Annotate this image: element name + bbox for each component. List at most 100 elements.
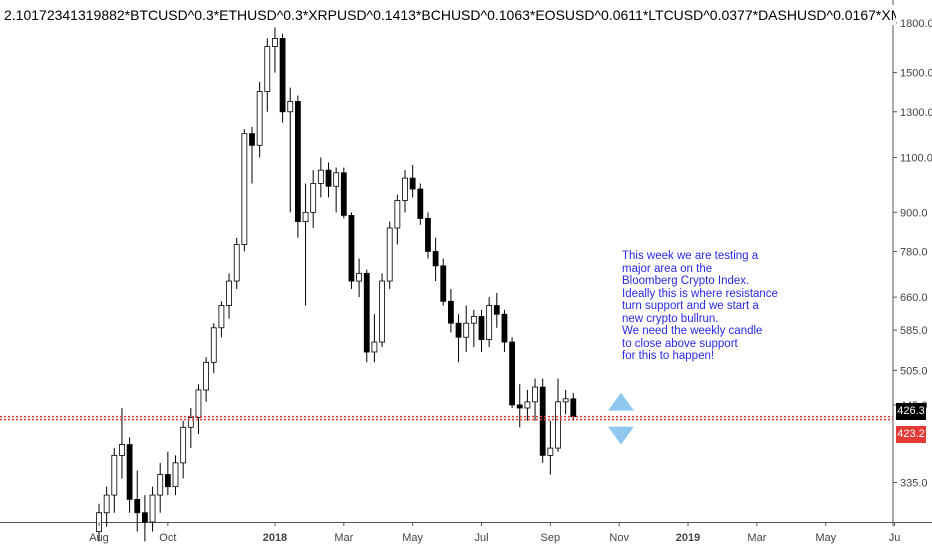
candle	[157, 462, 164, 513]
candle	[294, 95, 301, 238]
candle	[126, 437, 133, 513]
x-tick-label: Mar	[334, 532, 353, 544]
candle-body	[226, 280, 232, 306]
candle	[256, 81, 263, 158]
candle-body	[249, 133, 255, 146]
candle	[195, 384, 202, 435]
candle	[478, 309, 485, 353]
x-tick-label: Ju	[889, 532, 901, 544]
candle	[432, 237, 439, 282]
candle	[402, 170, 408, 213]
candle-body	[470, 316, 477, 324]
candle-body	[516, 404, 523, 409]
candle-body	[134, 498, 141, 514]
candle	[409, 165, 416, 198]
candle	[516, 384, 523, 428]
candle	[348, 212, 355, 289]
candle-body	[478, 316, 485, 341]
candle	[149, 486, 156, 532]
y-tick-label: 1500.0	[900, 68, 932, 80]
arrow-down-icon	[608, 426, 634, 445]
candle	[555, 378, 561, 452]
candle-body	[111, 454, 118, 496]
candle	[218, 301, 225, 338]
annotation-line: new crypto bullrun.	[622, 312, 719, 325]
candle	[394, 194, 401, 245]
candle	[532, 378, 538, 421]
candle-body	[141, 512, 148, 523]
candle-body	[325, 169, 332, 187]
candle-body	[417, 188, 424, 219]
candle-body	[210, 327, 217, 363]
candle-body	[294, 101, 301, 222]
candle	[539, 378, 546, 463]
candle-body	[203, 361, 210, 391]
candle-body	[386, 227, 393, 282]
x-tick-label: Oct	[159, 532, 176, 544]
candle-body	[455, 322, 462, 338]
candle	[317, 157, 324, 198]
candle	[363, 269, 370, 363]
candle	[111, 448, 118, 513]
candle	[463, 305, 470, 353]
annotation-line: Ideally this is where resistance	[622, 287, 778, 300]
annotation-line: major area on the	[622, 262, 713, 275]
candle	[241, 129, 248, 252]
candle-body	[187, 417, 194, 428]
candle-body	[493, 305, 500, 315]
x-tick-label: May	[815, 532, 836, 544]
candle	[493, 293, 500, 328]
candle-body	[126, 444, 133, 500]
candle	[371, 314, 378, 363]
candle	[562, 389, 569, 415]
annotation-line: Bloomberg Crypto Index.	[622, 275, 750, 287]
candle-body	[363, 272, 370, 353]
candle-body	[317, 169, 324, 184]
x-tick-label: 2018	[263, 532, 287, 544]
candle	[340, 167, 347, 219]
candle-body	[501, 313, 508, 343]
candle-body	[119, 444, 125, 456]
candle	[187, 408, 194, 449]
candle	[180, 420, 187, 479]
x-tick-label: 2019	[676, 532, 700, 544]
y-tick-label: 900.0	[900, 207, 928, 219]
x-tick-label: Jul	[474, 532, 488, 544]
y-tick-label: 660.0	[900, 292, 928, 304]
arrow-up-icon	[608, 392, 634, 411]
candle	[386, 221, 393, 289]
x-tick-label: Mar	[747, 532, 766, 544]
annotation-line: to close above support	[622, 337, 738, 350]
candle-body	[524, 401, 531, 409]
candle-body	[402, 177, 408, 201]
candle-body	[532, 386, 538, 403]
annotation-line: This week we are testing a	[622, 250, 759, 262]
candle-body	[379, 280, 385, 343]
candle-body	[371, 341, 378, 353]
candle-body	[164, 474, 171, 488]
candle-body	[241, 133, 248, 245]
candle	[501, 309, 508, 353]
x-tick-label: Aug	[89, 532, 109, 544]
candle-body	[149, 494, 156, 523]
candle	[417, 183, 424, 225]
y-tick-label: 780.0	[900, 246, 928, 258]
candle	[440, 258, 447, 306]
candle	[287, 87, 294, 213]
y-tick-label: 585.0	[900, 325, 928, 337]
candle-body	[570, 398, 577, 418]
last-price-tag: 426.3	[896, 402, 926, 420]
candle-body	[279, 38, 286, 113]
candle	[172, 455, 179, 496]
candle	[302, 183, 309, 306]
candle	[486, 297, 493, 347]
candle	[325, 162, 332, 198]
candle-body	[348, 214, 355, 282]
candle	[249, 126, 255, 184]
candle-body	[103, 494, 110, 514]
candle	[233, 237, 240, 289]
y-tick-label: 1800.0	[900, 18, 932, 30]
y-tick-label: 335.0	[900, 478, 928, 490]
x-tick-label: Nov	[609, 532, 629, 544]
